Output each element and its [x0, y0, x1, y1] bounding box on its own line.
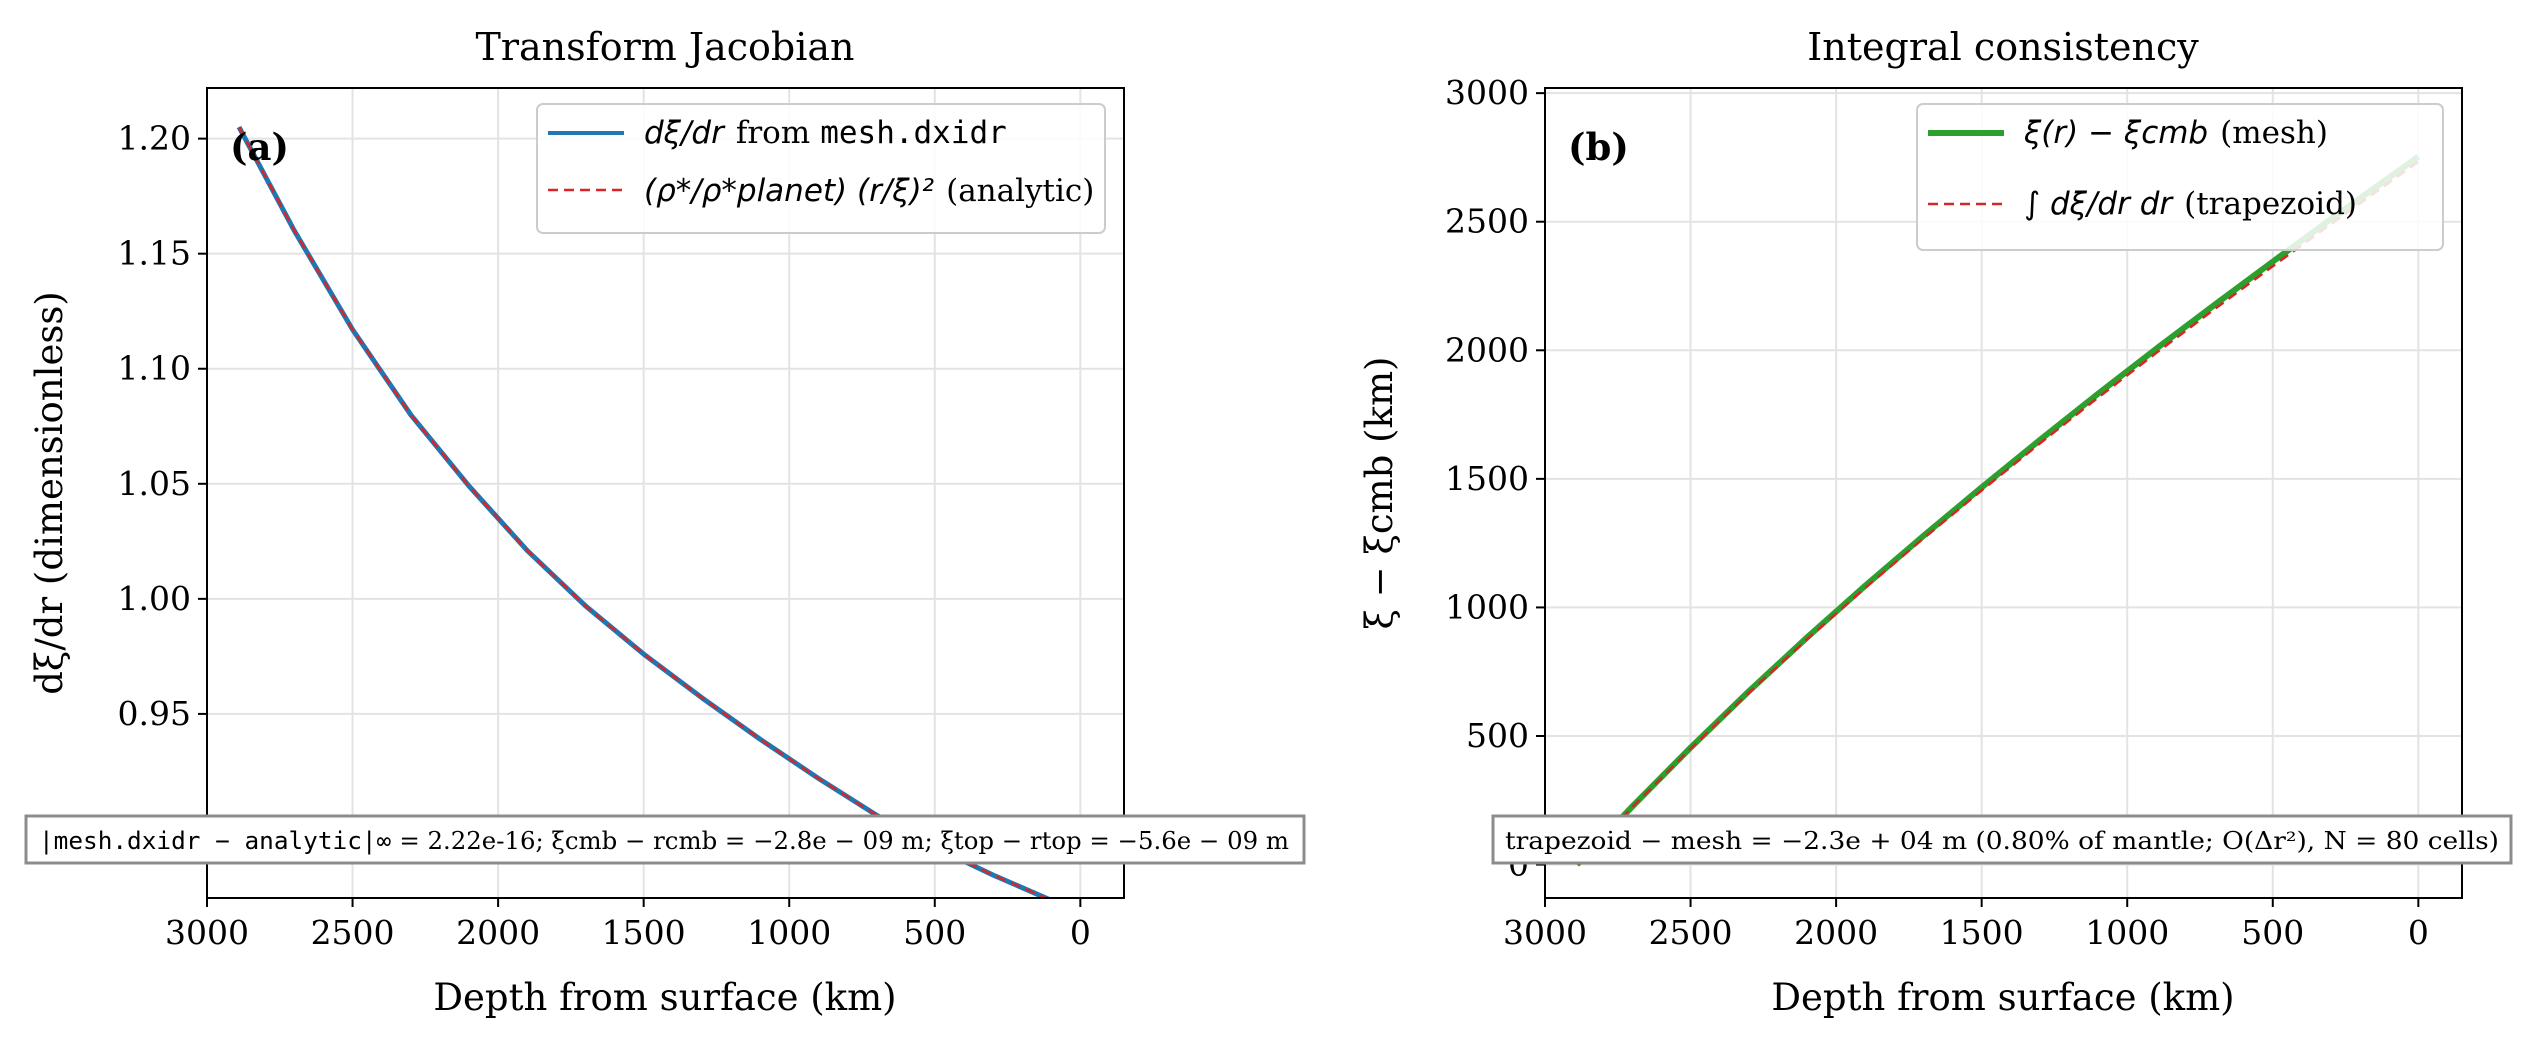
a-annotation-box [24, 814, 1306, 865]
b-series-2-line [1576, 160, 2420, 866]
b-y-tick-label: 1500 [1445, 459, 1529, 498]
b-axes-frame [1544, 87, 2463, 899]
a-x-tick-label: 1500 [602, 913, 686, 952]
a-y-tick-label: 1.05 [118, 464, 191, 503]
b-panel-label: (b) [1568, 125, 1629, 169]
b-x-tick-label: 0 [2408, 913, 2429, 952]
a-series-1-line [236, 125, 1053, 898]
a-x-tick-label: 500 [903, 913, 966, 952]
a-x-ticks: 3000 2500 2000 1500 1000 500 0 [165, 898, 1091, 952]
b-y-tick-label: 500 [1466, 716, 1529, 755]
a-axes-frame [206, 87, 1125, 899]
a-legend-box [536, 103, 1106, 234]
b-legend: ξ(r) − ξcmb (mesh) ∫ dξ/dr dr (trapezoid) [1916, 103, 2444, 251]
b-x-tick-label: 1000 [2085, 913, 2169, 952]
a-x-tick-label: 0 [1070, 913, 1091, 952]
a-y-tick-label: 1.15 [118, 234, 191, 273]
b-series-1-line [1574, 154, 2421, 867]
b-legend-box [1916, 103, 2444, 251]
b-series-lines [1574, 154, 2421, 867]
a-series-lines [236, 125, 1053, 898]
b-legend-entry-2: ∫ dξ/dr dr (trapezoid) [2024, 186, 2357, 222]
b-y-axis-label: ξ − ξcmb (km) [1358, 357, 1401, 630]
a-y-tick-label: 1.10 [118, 349, 191, 388]
b-legend-entry-1: ξ(r) − ξcmb (mesh) [2023, 115, 2328, 151]
a-y-axis-label: dξ/dr (dimensionless) [28, 291, 71, 695]
a-x-tick-label: 1000 [747, 913, 831, 952]
a-y-ticks: 0.900.951.001.051.101.151.20 [118, 119, 207, 848]
b-annotation-box [1491, 814, 2513, 865]
a-y-tick-label: 1.20 [118, 119, 191, 158]
b-x-ticks: 3000 2500 2000 1500 1000 500 0 [1503, 898, 2429, 952]
b-annotation-text: trapezoid − mesh = −2.3e + 04 m (0.80% o… [1505, 827, 2499, 855]
b-title: Integral consistency [1807, 25, 2199, 69]
b-x-tick-label: 2000 [1794, 913, 1878, 952]
b-y-tick-label: 1000 [1445, 587, 1529, 626]
b-y-tick-label: 2500 [1445, 202, 1529, 241]
a-x-tick-label: 3000 [165, 913, 249, 952]
b-x-tick-label: 2500 [1649, 913, 1733, 952]
b-y-tick-label: 3000 [1445, 73, 1529, 112]
b-stats-annotation: trapezoid − mesh = −2.3e + 04 m (0.80% o… [1491, 814, 2513, 865]
a-series-2-line [237, 126, 1050, 898]
a-legend-entry-1: dξ/dr from mesh.dxidr [644, 115, 1007, 151]
a-annotation-text: |mesh.dxidr − analytic|∞ = 2.22e-16; ξcmb… [39, 827, 1289, 855]
a-x-axis-label: Depth from surface (km) [433, 976, 896, 1019]
b-y-tick-label: 2000 [1445, 330, 1529, 369]
a-legend: dξ/dr from mesh.dxidr (ρ*/ρ*planet) (r/ξ)²… [536, 103, 1106, 234]
a-title: Transform Jacobian [475, 25, 854, 69]
panel-b: 3000 2500 2000 1500 1000 500 0 0 500 1000 1500 200… [1358, 25, 2513, 1019]
b-x-tick-label: 3000 [1503, 913, 1587, 952]
b-x-tick-label: 500 [2241, 913, 2304, 952]
a-y-tick-label: 0.95 [118, 694, 191, 733]
a-stats-annotation: |mesh.dxidr − analytic|∞ = 2.22e-16; ξcmb… [24, 814, 1306, 865]
a-x-tick-label: 2500 [311, 913, 395, 952]
a-panel-label: (a) [230, 125, 289, 169]
a-x-tick-label: 2000 [456, 913, 540, 952]
b-x-axis-label: Depth from surface (km) [1771, 976, 2234, 1019]
a-y-tick-label: 1.00 [118, 579, 191, 618]
b-x-tick-label: 1500 [1940, 913, 2024, 952]
a-legend-entry-2: (ρ*/ρ*planet) (r/ξ)² (analytic) [644, 173, 1094, 209]
